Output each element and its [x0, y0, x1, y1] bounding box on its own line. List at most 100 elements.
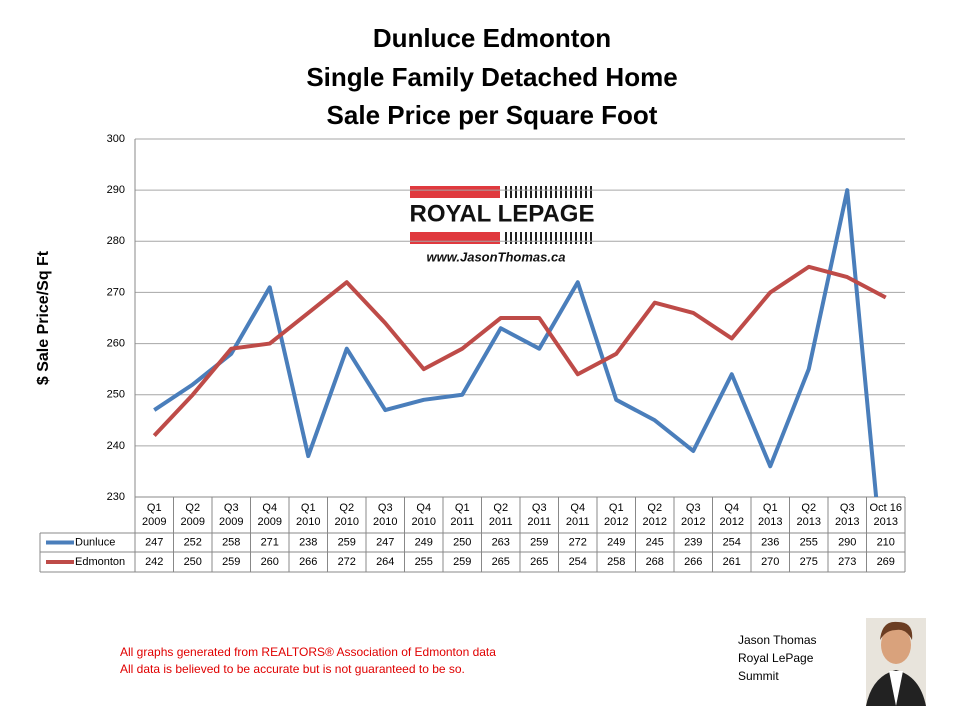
- table-value: 258: [222, 536, 240, 548]
- table-value: 271: [261, 536, 279, 548]
- chart-title: Dunluce Edmonton: [373, 23, 611, 53]
- table-value: 272: [338, 556, 356, 568]
- line-series: [152, 264, 887, 437]
- x-tick-label: 2013: [797, 516, 821, 528]
- logo: ROYAL LEPAGE www.JasonThomas.ca: [410, 186, 595, 264]
- table-value: 273: [838, 556, 856, 568]
- x-tick-label: Q3: [840, 502, 855, 514]
- x-tick-label: 2013: [758, 516, 782, 528]
- table-value: 260: [261, 556, 279, 568]
- x-tick-label: 2009: [258, 516, 282, 528]
- table-value: 259: [222, 556, 240, 568]
- table-value: 266: [684, 556, 702, 568]
- table-value: 275: [800, 556, 818, 568]
- table-value: 239: [684, 536, 702, 548]
- x-tick-label: Q1: [301, 502, 316, 514]
- y-axis-label: $ Sale Price/Sq Ft: [35, 250, 52, 385]
- x-tick-label: 2012: [720, 516, 744, 528]
- y-tick-label: 230: [107, 491, 125, 503]
- y-tick-label: 240: [107, 440, 125, 452]
- table-value: 265: [492, 556, 510, 568]
- x-tick-label: 2010: [373, 516, 397, 528]
- photo-face: [881, 626, 911, 664]
- x-tick-label: Q4: [262, 502, 277, 514]
- x-tick-label: Q2: [493, 502, 508, 514]
- photo-shirt: [889, 671, 903, 706]
- signature: Jason Thomas: [738, 633, 817, 647]
- legend-label: Edmonton: [75, 556, 125, 568]
- logo-url: www.JasonThomas.ca: [427, 249, 566, 264]
- table-value: 242: [145, 556, 163, 568]
- footer-note: All data is believed to be accurate but …: [120, 662, 465, 676]
- x-tick-label: 2013: [874, 516, 898, 528]
- x-tick-label: Q1: [763, 502, 778, 514]
- x-tick-label: Q4: [570, 502, 585, 514]
- x-tick-label: 2009: [142, 516, 166, 528]
- y-tick-label: 300: [107, 133, 125, 145]
- table-value: 238: [299, 536, 317, 548]
- table-value: 250: [184, 556, 202, 568]
- x-tick-label: Q3: [378, 502, 393, 514]
- x-tick-label: Q2: [339, 502, 354, 514]
- x-tick-label: 2009: [219, 516, 243, 528]
- x-tick-label: Q3: [686, 502, 701, 514]
- table-value: 254: [569, 556, 587, 568]
- x-tick-label: Q1: [455, 502, 470, 514]
- x-tick-label: Q2: [185, 502, 200, 514]
- x-tick-label: 2012: [681, 516, 705, 528]
- chart-title: Sale Price per Square Foot: [327, 100, 658, 130]
- x-tick-label: 2010: [335, 516, 359, 528]
- x-tick-label: Q1: [609, 502, 624, 514]
- table-value: 259: [453, 556, 471, 568]
- table-value: 247: [145, 536, 163, 548]
- line-series: [153, 188, 879, 497]
- x-tick-label: 2011: [566, 516, 590, 528]
- portrait: [866, 618, 926, 706]
- signature: Royal LePage: [738, 651, 814, 665]
- x-tick-label: Q4: [416, 502, 431, 514]
- footer-note: All graphs generated from REALTORS® Asso…: [120, 645, 496, 659]
- chart-title: Single Family Detached Home: [306, 62, 677, 92]
- table-value: 290: [838, 536, 856, 548]
- table-value: 252: [184, 536, 202, 548]
- y-tick-label: 260: [107, 337, 125, 349]
- table-value: 247: [376, 536, 394, 548]
- x-tick-label: Q3: [224, 502, 239, 514]
- logo-bar: [410, 186, 500, 198]
- x-tick-label: Q4: [724, 502, 739, 514]
- table-value: 236: [761, 536, 779, 548]
- y-tick-label: 280: [107, 235, 125, 247]
- table-value: 255: [800, 536, 818, 548]
- plot: [152, 188, 887, 497]
- x-tick-label: 2010: [296, 516, 320, 528]
- table-value: 272: [569, 536, 587, 548]
- x-tick-label: 2011: [527, 516, 551, 528]
- table-value: 259: [530, 536, 548, 548]
- logo-stripes: [505, 186, 592, 244]
- x-tick-label: 2011: [450, 516, 474, 528]
- y-tick-label: 270: [107, 286, 125, 298]
- x-tick-label: 2013: [835, 516, 859, 528]
- legend-label: Dunluce: [75, 536, 115, 548]
- table-value: 270: [761, 556, 779, 568]
- table-value: 258: [607, 556, 625, 568]
- table-value: 268: [646, 556, 664, 568]
- photo-hair: [880, 621, 913, 640]
- table-value: 259: [338, 536, 356, 548]
- y-tick-label: 250: [107, 389, 125, 401]
- logo-brand: ROYAL LEPAGE: [410, 200, 595, 227]
- table-value: 263: [492, 536, 510, 548]
- x-tick-label: Oct 16: [870, 502, 902, 514]
- table-value: 210: [877, 536, 895, 548]
- table-value: 266: [299, 556, 317, 568]
- table-value: 249: [415, 536, 433, 548]
- table-value: 269: [877, 556, 895, 568]
- x-tick-label: Q2: [647, 502, 662, 514]
- table-value: 265: [530, 556, 548, 568]
- x-tick-label: 2009: [181, 516, 205, 528]
- table-value: 254: [723, 536, 741, 548]
- table-value: 249: [607, 536, 625, 548]
- x-tick-label: 2012: [643, 516, 667, 528]
- x-tick-label: 2012: [604, 516, 628, 528]
